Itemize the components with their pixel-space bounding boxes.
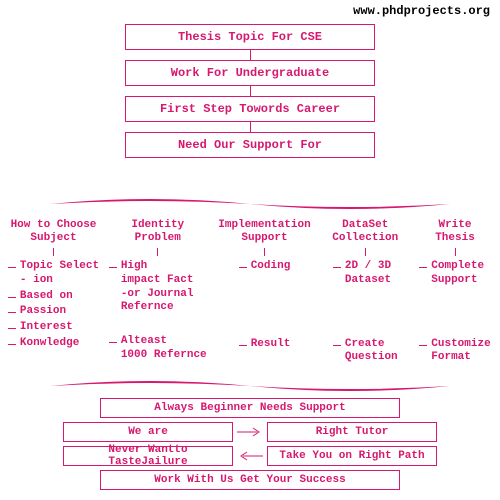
tick-icon [8,312,16,313]
item-text: 2D / 3D Dataset [345,260,391,288]
connector [250,50,251,60]
list-item: Coding [239,260,291,274]
top-box-3: Need Our Support For [125,132,375,158]
list-item: Interest [8,321,99,335]
connector [365,248,366,256]
list-item: High impact Fact -or Journal Refernce [109,260,207,315]
column-head: How to Choose Subject [11,218,97,246]
bottom-flow: Always Beginner Needs Support We are Rig… [0,398,500,490]
column-3: DataSet Collection 2D / 3D Dataset Creat… [321,218,409,365]
list-item: 2D / 3D Dataset [333,260,398,288]
tick-icon [109,267,117,268]
column-items: 2D / 3D Dataset Create Question [333,260,398,365]
column-head: Write Thesis [435,218,475,246]
column-head: Implementation Support [218,218,310,246]
connector [455,248,456,256]
connector [53,248,54,256]
tick-icon [8,328,16,329]
bottom-wide-1: Always Beginner Needs Support [100,398,400,418]
item-text: Passion [20,305,66,319]
list-item: Customize Format [419,338,490,366]
column-1: Identity Problem High impact Fact -or Jo… [108,218,208,365]
list-item: Konwledge [8,337,99,351]
tick-icon [239,267,247,268]
item-text: Interest [20,321,73,335]
column-items: Topic Select - ion Based on Passion Inte… [8,260,99,351]
item-text: Coding [251,260,291,274]
tick-icon [333,267,341,268]
bottom-wide-2: Work With Us Get Your Success [100,470,400,490]
list-item: Based on [8,290,99,304]
top-box-2: First Step Towords Career [125,96,375,122]
tick-icon [419,267,427,268]
tick-icon [333,345,341,346]
bottom-right-1: Right Tutor [267,422,437,442]
tick-icon [419,345,427,346]
list-item: Passion [8,305,99,319]
item-text: Alteast 1000 Refernce [121,335,207,363]
tick-icon [239,345,247,346]
arrow-left-icon [237,450,263,462]
top-box-0: Thesis Topic For CSE [125,24,375,50]
list-item: Alteast 1000 Refernce [109,335,207,363]
top-box-1: Work For Undergraduate [125,60,375,86]
column-head: DataSet Collection [332,218,398,246]
bottom-row-2: Never Wantto TasteJailure Take You on Ri… [63,446,437,466]
swoosh-divider-1 [50,196,450,212]
columns-region: How to Choose Subject Topic Select - ion… [6,218,494,365]
item-text: Create Question [345,338,398,366]
item-text: Konwledge [20,337,79,351]
list-item: Result [239,338,291,352]
tick-icon [8,344,16,345]
connector [250,122,251,132]
tick-icon [109,342,117,343]
bottom-right-2: Take You on Right Path [267,446,437,466]
connector [264,248,265,256]
connector [250,86,251,96]
column-2: Implementation Support Coding Result [215,218,315,365]
arrow-right-icon [237,426,263,438]
column-items: Complete Support Customize Format [419,260,490,365]
bottom-row-1: We are Right Tutor [63,422,437,442]
swoosh-divider-2 [50,378,450,394]
tick-icon [8,267,16,268]
watermark-url: www.phdprojects.org [353,4,490,18]
column-0: How to Choose Subject Topic Select - ion… [6,218,101,365]
item-text: Complete Support [431,260,484,288]
column-4: Write Thesis Complete Support Customize … [416,218,494,365]
bottom-left-2: Never Wantto TasteJailure [63,446,233,466]
tick-icon [8,297,16,298]
list-item: Topic Select - ion [8,260,99,288]
column-items: High impact Fact -or Journal Refernce Al… [109,260,207,363]
column-head: Identity Problem [131,218,184,246]
item-text: Topic Select - ion [20,260,99,288]
bottom-left-1: We are [63,422,233,442]
column-items: Coding Result [239,260,291,352]
item-text: Result [251,338,291,352]
item-text: Customize Format [431,338,490,366]
item-text: Based on [20,290,73,304]
connector [157,248,158,256]
list-item: Create Question [333,338,398,366]
item-text: High impact Fact -or Journal Refernce [121,260,194,315]
top-flow: Thesis Topic For CSE Work For Undergradu… [0,24,500,158]
list-item: Complete Support [419,260,490,288]
